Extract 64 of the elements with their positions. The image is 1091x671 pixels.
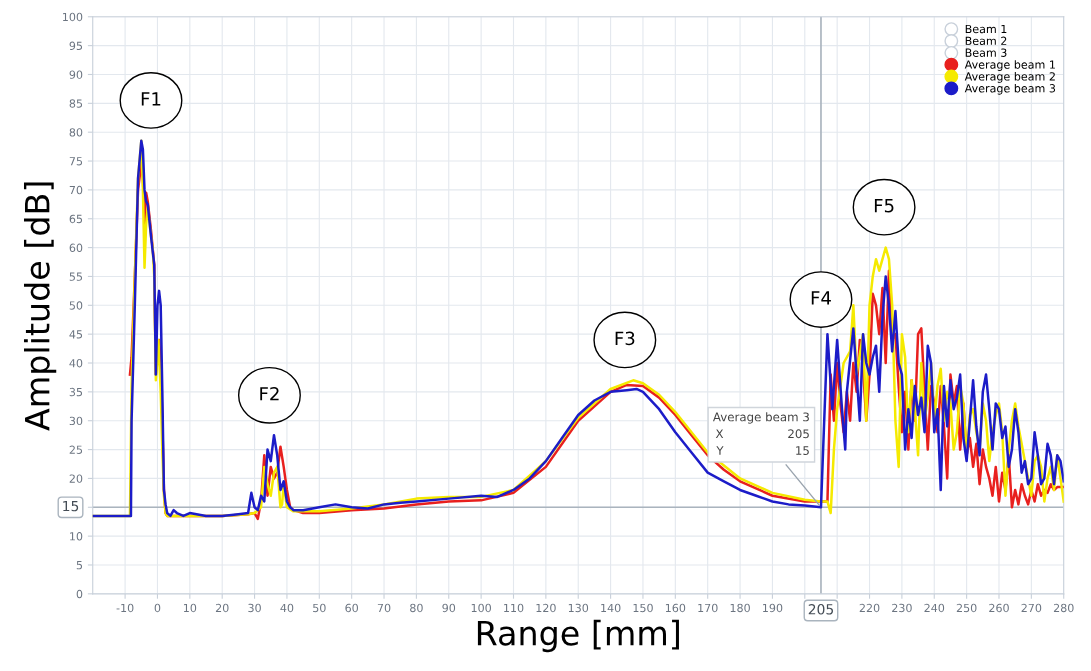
y-tick-label: 85 — [69, 99, 83, 108]
annotation: F4 — [811, 291, 831, 305]
x-tick-label: 260 — [989, 603, 1009, 613]
y-axis-title: Amplitude [dB] — [23, 182, 57, 431]
x-axis-title: Range [mm] — [477, 619, 679, 653]
y-tick-label: 10 — [70, 532, 83, 541]
y-tick-label: 75 — [69, 157, 83, 166]
x-tick-label: 30 — [248, 603, 261, 613]
x-tick-label: 40 — [280, 603, 294, 613]
legend-label: Average beam 2 — [964, 72, 1055, 83]
x-tick-label: 170 — [698, 603, 718, 613]
x-tick-label: 20 — [215, 603, 229, 613]
y-tick-label: 100 — [63, 12, 83, 22]
x-tick-label: 180 — [730, 603, 750, 613]
y-tick-label: 80 — [69, 128, 83, 137]
legend-label: Beam 3 — [965, 48, 1007, 57]
y-tick-label: 65 — [69, 214, 83, 224]
y-tick-label: 5 — [76, 561, 83, 570]
x-tick-label: 240 — [924, 603, 945, 613]
x-tick-label: 230 — [892, 603, 912, 613]
x-tick-label: -10 — [116, 603, 134, 613]
y-tick-label: 70 — [69, 185, 83, 195]
x-tick-label: 120 — [536, 603, 556, 613]
x-tick-label: 140 — [601, 603, 621, 613]
annotation: F2 — [260, 386, 279, 401]
x-tick-label: 220 — [859, 603, 880, 613]
y-tick-label: 20 — [69, 474, 83, 483]
x-tick-label: 250 — [956, 603, 977, 613]
y-tick-label: 50 — [69, 301, 83, 310]
y-tick-label: 25 — [69, 445, 83, 454]
x-tick-label: 0 — [154, 603, 161, 613]
y-tick-label: 30 — [69, 416, 83, 426]
y-tick-label: 45 — [69, 330, 83, 339]
annotation: F1 — [141, 92, 161, 106]
x-tick-label: 50 — [313, 603, 326, 613]
x-tick-label: 280 — [1053, 603, 1074, 613]
legend-label: Average beam 1 — [964, 60, 1055, 71]
legend-label: Beam 2 — [965, 36, 1007, 46]
x-tick-label: 60 — [345, 603, 358, 613]
x-tick-label: 270 — [1021, 603, 1042, 613]
y-tick-label: 95 — [69, 41, 83, 51]
y-tick-label: 0 — [76, 589, 83, 599]
x-tick-label: 100 — [471, 603, 491, 613]
annotation: F3 — [615, 331, 635, 346]
legend-label: Average beam 3 — [964, 83, 1056, 95]
y-tick-label: 90 — [69, 70, 83, 79]
legend-label: Beam 1 — [965, 24, 1007, 34]
x-tick-label: 190 — [763, 603, 783, 613]
ref-line-label: 15 — [63, 500, 79, 512]
annotation: F5 — [874, 199, 894, 213]
x-tick-label: 10 — [183, 603, 197, 613]
x-tick-label: 130 — [568, 603, 589, 613]
x-tick-label: 90 — [442, 603, 456, 613]
y-tick-label: 40 — [69, 358, 83, 368]
x-tick-label: 80 — [410, 603, 423, 613]
ref-line-label: 205 — [808, 604, 834, 615]
y-tick-label: 35 — [69, 387, 83, 397]
y-tick-label: 55 — [69, 272, 83, 281]
y-tick-label: 60 — [69, 243, 83, 252]
annotation: Average beam 3 X 205 Y 15 — [712, 412, 809, 455]
x-tick-label: 110 — [504, 603, 524, 613]
x-tick-label: 160 — [665, 603, 686, 613]
x-tick-label: 70 — [377, 603, 391, 613]
x-tick-label: 150 — [633, 603, 653, 613]
